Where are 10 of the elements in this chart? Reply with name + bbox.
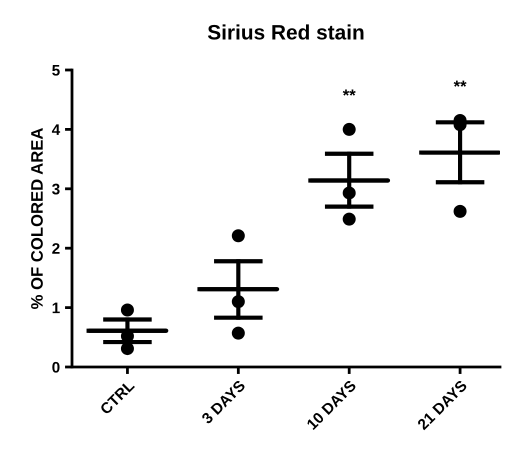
y-tick-label: 4 — [52, 124, 60, 135]
y-axis-title: % OF COLORED AREA — [31, 128, 43, 309]
y-tick-label: 5 — [52, 65, 60, 76]
annotation: ** — [454, 80, 467, 87]
chart-title: Sirius Red stain — [208, 24, 364, 40]
y-tick-label: 1 — [52, 302, 60, 314]
y-tick-label: 0 — [52, 362, 60, 373]
y-tick-label: 3 — [52, 184, 60, 195]
annotation: ** — [342, 89, 356, 96]
y-tick-label: 2 — [52, 243, 60, 254]
